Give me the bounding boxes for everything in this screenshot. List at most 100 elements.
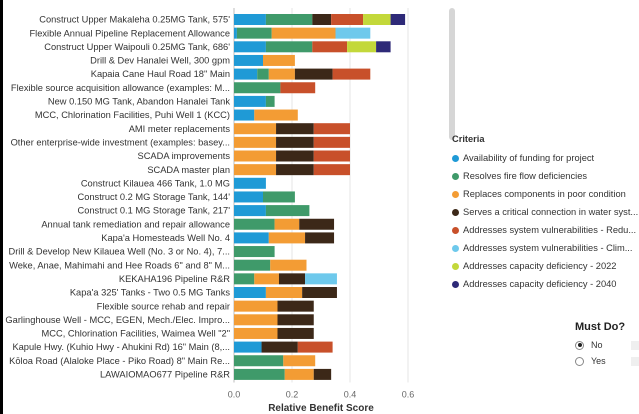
bar-segment[interactable] — [268, 232, 306, 244]
bar-segment[interactable] — [363, 14, 391, 25]
bar-segment[interactable] — [278, 273, 306, 285]
legend-item[interactable]: Addresses capacity deficiency - 2040 — [452, 275, 639, 293]
bar-segment[interactable] — [234, 355, 284, 367]
bar-segment[interactable] — [376, 41, 391, 53]
bar-segment[interactable] — [276, 150, 314, 162]
bar-segment[interactable] — [305, 273, 337, 285]
bar-segment[interactable] — [276, 164, 314, 176]
bar-segment[interactable] — [236, 27, 272, 39]
bar-segment[interactable] — [234, 123, 277, 135]
bar-segment[interactable] — [280, 82, 316, 94]
bar-segment[interactable] — [302, 287, 337, 298]
x-tick-label: 0.4 — [344, 390, 357, 400]
bar-segment[interactable] — [234, 109, 255, 121]
bar-segment[interactable] — [254, 273, 279, 285]
bar-segment[interactable] — [234, 314, 278, 326]
legend-item[interactable]: Replaces components in poor condition — [452, 185, 639, 203]
bar-segment[interactable] — [265, 205, 310, 217]
legend-label: Serves a critical connection in water sy… — [463, 207, 639, 217]
bar-segment[interactable] — [234, 300, 278, 312]
bar-segment[interactable] — [263, 191, 295, 203]
bar-segment[interactable] — [234, 273, 255, 285]
bar-segment[interactable] — [265, 95, 275, 107]
bar-segment[interactable] — [234, 205, 266, 217]
bar-segment[interactable] — [335, 27, 371, 39]
bar-segment[interactable] — [234, 191, 263, 203]
bar-segment[interactable] — [265, 41, 313, 53]
category-label: Construct 0.1 MG Storage Tank, 217' — [78, 206, 231, 216]
bar-segment[interactable] — [234, 177, 266, 189]
bar-segment[interactable] — [234, 150, 277, 162]
option-end-marker — [631, 340, 639, 350]
bar-segment[interactable] — [234, 218, 275, 230]
bar-segment[interactable] — [313, 136, 350, 148]
bar-segment[interactable] — [283, 355, 316, 367]
bar-segment[interactable] — [234, 232, 269, 244]
radio-yes-icon[interactable] — [575, 356, 584, 366]
bar-segment[interactable] — [305, 232, 335, 244]
bar-segment[interactable] — [234, 164, 277, 176]
bar-segment[interactable] — [261, 341, 298, 353]
bar-segment[interactable] — [265, 287, 303, 298]
bar-segment[interactable] — [257, 68, 269, 80]
bar-segment[interactable] — [234, 287, 266, 298]
bar-segment[interactable] — [313, 150, 350, 162]
bar-segment[interactable] — [313, 368, 332, 380]
bar-segment[interactable] — [263, 54, 295, 66]
bar-segment[interactable] — [277, 327, 314, 339]
bar-segment[interactable] — [390, 14, 406, 25]
radio-no-icon[interactable] — [575, 340, 584, 350]
legend-item[interactable]: Addresses system vulnerabilities - Clim.… — [452, 239, 639, 257]
bar-segment[interactable] — [277, 314, 314, 326]
bar-segment[interactable] — [254, 109, 298, 121]
bar-segment[interactable] — [312, 14, 332, 25]
bar-segment[interactable] — [234, 327, 278, 339]
bar-segment[interactable] — [234, 14, 266, 25]
legend-item[interactable]: Resolves fire flow deficiencies — [452, 167, 639, 185]
category-label: Flexible source rehab and repair — [97, 301, 230, 311]
legend-item[interactable]: Addresses capacity deficiency - 2022 — [452, 257, 639, 275]
bar-segment[interactable] — [312, 41, 348, 53]
radio-option-yes[interactable]: Yes — [575, 353, 639, 369]
chart-scrollbar[interactable] — [449, 8, 455, 140]
bar-segment[interactable] — [234, 41, 266, 53]
bar-segment[interactable] — [299, 218, 335, 230]
bar-segment[interactable] — [276, 123, 314, 135]
bar-segment[interactable] — [313, 164, 350, 176]
bar-segment[interactable] — [331, 14, 364, 25]
bar-segment[interactable] — [276, 136, 314, 148]
category-label: MCC, Chlorination Facilities, Puhi Well … — [35, 110, 230, 120]
bar-segment[interactable] — [234, 368, 285, 380]
bar-segment[interactable] — [268, 68, 295, 80]
bar-segment[interactable] — [234, 68, 258, 80]
bar-segment[interactable] — [284, 368, 314, 380]
radio-yes-label: Yes — [591, 356, 606, 366]
bar-segment[interactable] — [347, 41, 377, 53]
bar-segment[interactable] — [234, 136, 277, 148]
bar-segment[interactable] — [234, 341, 262, 353]
bar-segment[interactable] — [234, 54, 263, 66]
bar-segment[interactable] — [297, 341, 333, 353]
bar-segment[interactable] — [265, 14, 313, 25]
category-label: Construct 0.2 MG Storage Tank, 144' — [78, 192, 231, 202]
legend-swatch-icon — [452, 172, 459, 180]
radio-option-no[interactable]: No — [575, 337, 639, 353]
must-do-filter: Must Do? No Yes — [575, 321, 639, 369]
legend-item[interactable]: Serves a critical connection in water sy… — [452, 203, 639, 221]
bar-segment[interactable] — [271, 27, 336, 39]
bar-segment[interactable] — [274, 218, 300, 230]
bar-segment[interactable] — [294, 68, 333, 80]
legend-item[interactable]: Addresses system vulnerabilities - Redu.… — [452, 221, 639, 239]
bar-segment[interactable] — [234, 27, 237, 39]
category-label: AMI meter replacements — [129, 124, 231, 134]
bar-segment[interactable] — [332, 68, 371, 80]
bar-segment[interactable] — [234, 95, 266, 107]
bar-segment[interactable] — [277, 300, 314, 312]
category-label: Garlinghouse Well - MCC, EGEN, Mech./Ele… — [5, 315, 230, 325]
bar-segment[interactable] — [270, 259, 307, 271]
bar-segment[interactable] — [234, 246, 275, 258]
bar-segment[interactable] — [313, 123, 350, 135]
bar-segment[interactable] — [234, 259, 271, 271]
legend-item[interactable]: Availability of funding for project — [452, 149, 639, 167]
bar-segment[interactable] — [234, 82, 281, 94]
